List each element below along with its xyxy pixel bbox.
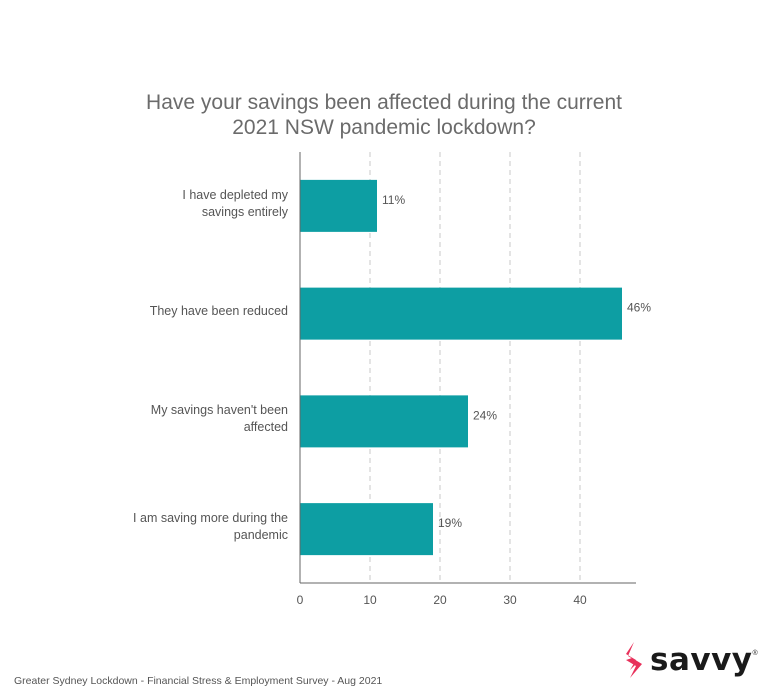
category-label-3: I am saving more during the pandemic — [110, 510, 288, 544]
savvy-logo-icon — [626, 642, 642, 678]
x-tick-label-4: 40 — [573, 593, 587, 607]
bar-0 — [300, 179, 377, 232]
category-label-2: My savings haven't been affected — [110, 402, 288, 436]
bar-3 — [300, 503, 433, 556]
bar-value-label-1: 46% — [627, 301, 651, 315]
chart-title-line-2: 2021 NSW pandemic lockdown? — [232, 116, 536, 139]
x-tick-label-0: 0 — [297, 593, 304, 607]
bar-2 — [300, 395, 468, 448]
x-tick-label-2: 20 — [433, 593, 447, 607]
chart-title-line-1: Have your savings been affected during t… — [146, 91, 622, 114]
category-label-2-line-1: affected — [243, 420, 288, 435]
bar-1 — [300, 287, 622, 340]
category-label-3-line-1: pandemic — [233, 528, 288, 543]
bar-value-label-2: 24% — [473, 408, 497, 422]
category-label-3-line-0: I am saving more during the — [133, 511, 288, 526]
category-label-0: I have depleted my savings entirely — [110, 187, 288, 221]
category-label-0-line-0: I have depleted my — [182, 187, 288, 202]
source-footnote: Greater Sydney Lockdown - Financial Stre… — [14, 675, 383, 687]
category-label-0-line-1: savings entirely — [201, 204, 288, 219]
x-tick-label-1: 10 — [363, 593, 377, 607]
brand-registered-mark: ® — [752, 650, 758, 657]
brand-logo: savvy ® — [622, 640, 758, 680]
category-label-2-line-0: My savings haven't been — [150, 403, 288, 418]
category-label-1: They have been reduced — [110, 303, 288, 320]
x-tick-label-3: 30 — [503, 593, 517, 607]
chart-title: Have your savings been affected during t… — [0, 90, 768, 140]
bar-value-label-3: 19% — [438, 516, 462, 530]
category-label-1-line-0: They have been reduced — [149, 304, 288, 319]
bar-value-label-0: 11% — [382, 193, 405, 207]
brand-name: savvy — [650, 642, 753, 678]
